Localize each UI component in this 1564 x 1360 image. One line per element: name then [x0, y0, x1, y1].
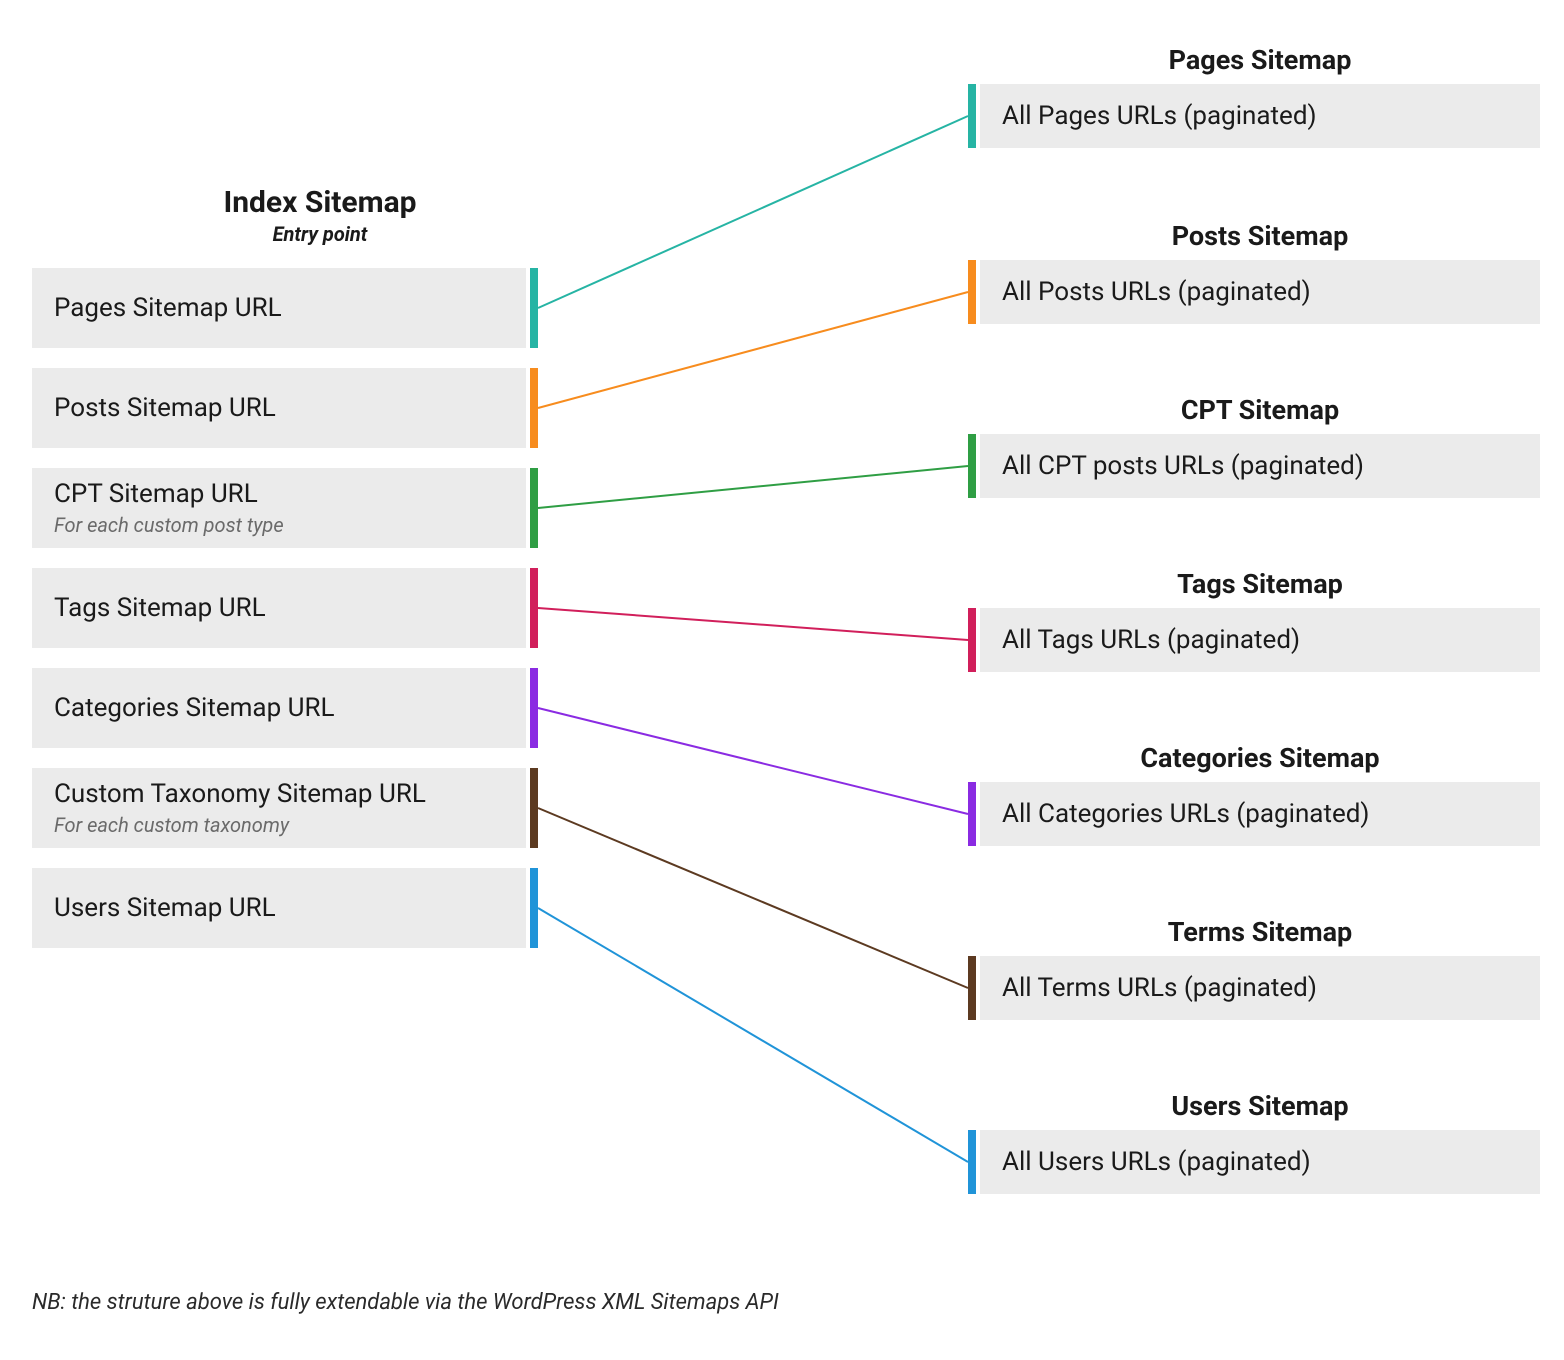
target-item-label: All Posts URLs (paginated): [1002, 277, 1540, 307]
index-item-label: CPT Sitemap URL: [54, 479, 526, 509]
index-item: Custom Taxonomy Sitemap URL For each cust…: [32, 768, 526, 848]
target-item: All Tags URLs (paginated): [980, 608, 1540, 672]
index-item-label: Posts Sitemap URL: [54, 393, 526, 423]
target-title: Pages Sitemap: [980, 44, 1540, 76]
index-item-label: Tags Sitemap URL: [54, 593, 526, 623]
footnote: NB: the struture above is fully extendab…: [32, 1290, 779, 1315]
index-item-tick: [530, 668, 538, 748]
target-item: All Terms URLs (paginated): [980, 956, 1540, 1020]
connector-line: [538, 908, 968, 1162]
target-item: All Posts URLs (paginated): [980, 260, 1540, 324]
index-item-tick: [530, 868, 538, 948]
index-item-label: Custom Taxonomy Sitemap URL: [54, 779, 526, 809]
target-item: All Users URLs (paginated): [980, 1130, 1540, 1194]
target-item-label: All Terms URLs (paginated): [1002, 973, 1540, 1003]
target-item-label: All Tags URLs (paginated): [1002, 625, 1540, 655]
target-item-tick: [968, 782, 976, 846]
index-item-tick: [530, 368, 538, 448]
index-item: Posts Sitemap URL: [32, 368, 526, 448]
target-title: Categories Sitemap: [980, 742, 1540, 774]
target-item-tick: [968, 956, 976, 1020]
target-title: CPT Sitemap: [980, 394, 1540, 426]
target-item: All CPT posts URLs (paginated): [980, 434, 1540, 498]
index-sitemap-subtitle: Entry point: [120, 222, 520, 246]
connector-line: [538, 808, 968, 988]
index-item: Users Sitemap URL: [32, 868, 526, 948]
index-item-sublabel: For each custom post type: [54, 513, 526, 537]
index-item: Categories Sitemap URL: [32, 668, 526, 748]
target-title: Terms Sitemap: [980, 916, 1540, 948]
index-item: Tags Sitemap URL: [32, 568, 526, 648]
index-sitemap-title: Index Sitemap: [120, 185, 520, 220]
connector-line: [538, 608, 968, 640]
connector-line: [538, 292, 968, 408]
index-item-tick: [530, 568, 538, 648]
connector-line: [538, 466, 968, 508]
target-item-tick: [968, 84, 976, 148]
connector-line: [538, 116, 968, 308]
target-item-tick: [968, 434, 976, 498]
index-item-sublabel: For each custom taxonomy: [54, 813, 526, 837]
index-item-label: Pages Sitemap URL: [54, 293, 526, 323]
target-item-tick: [968, 260, 976, 324]
index-item-tick: [530, 268, 538, 348]
target-title: Posts Sitemap: [980, 220, 1540, 252]
target-item-label: All CPT posts URLs (paginated): [1002, 451, 1540, 481]
index-item: Pages Sitemap URL: [32, 268, 526, 348]
sitemap-diagram: Index Sitemap Entry point Pages Sitemap …: [0, 0, 1564, 1360]
target-title: Users Sitemap: [980, 1090, 1540, 1122]
connector-line: [538, 708, 968, 814]
index-item-label: Categories Sitemap URL: [54, 693, 526, 723]
index-item: CPT Sitemap URL For each custom post type: [32, 468, 526, 548]
target-item: All Categories URLs (paginated): [980, 782, 1540, 846]
target-item-label: All Categories URLs (paginated): [1002, 799, 1540, 829]
target-title: Tags Sitemap: [980, 568, 1540, 600]
target-item: All Pages URLs (paginated): [980, 84, 1540, 148]
index-item-label: Users Sitemap URL: [54, 893, 526, 923]
target-item-label: All Pages URLs (paginated): [1002, 101, 1540, 131]
target-item-label: All Users URLs (paginated): [1002, 1147, 1540, 1177]
index-item-tick: [530, 468, 538, 548]
index-item-tick: [530, 768, 538, 848]
target-item-tick: [968, 608, 976, 672]
target-item-tick: [968, 1130, 976, 1194]
